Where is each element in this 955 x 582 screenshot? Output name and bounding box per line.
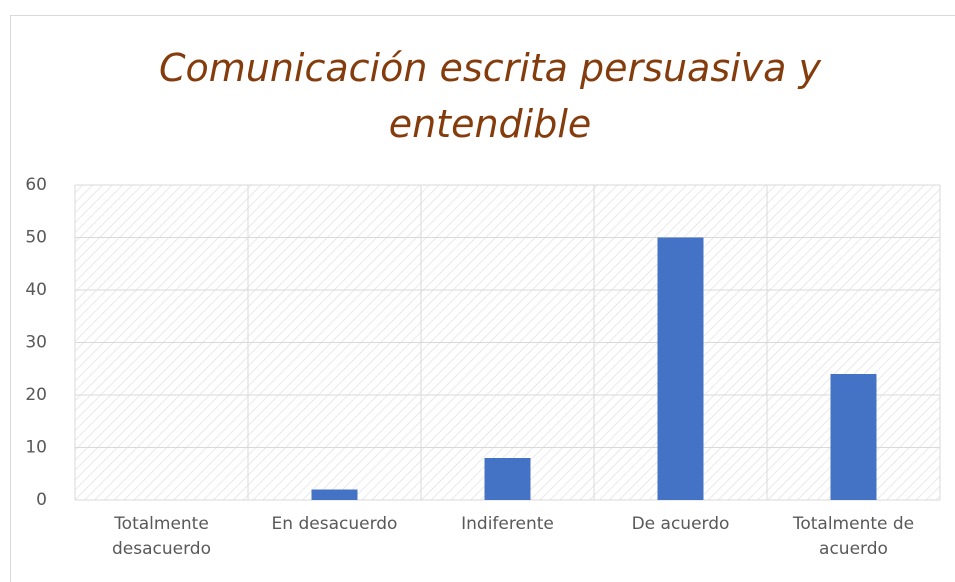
y-tick-label: 20 (25, 385, 47, 405)
y-tick-label: 0 (36, 490, 47, 510)
y-tick-label: 60 (25, 175, 47, 195)
x-tick-label: Totalmente de acuerdo (792, 514, 915, 559)
bar (830, 374, 877, 500)
x-tick-label: Indiferente (461, 514, 554, 534)
y-tick-label: 10 (25, 438, 47, 458)
x-tick-label: De acuerdo (631, 514, 730, 534)
bar (657, 237, 704, 500)
y-tick-label: 50 (25, 228, 47, 248)
y-tick-label: 30 (25, 333, 47, 353)
bar (311, 489, 358, 500)
chart-title: Comunicación escrita persuasiva y entend… (158, 46, 822, 146)
x-tick-label: En desacuerdo (271, 514, 398, 534)
x-tick-label: Totalmente desacuerdo (112, 514, 211, 559)
chart-border (10, 15, 955, 582)
bar (484, 458, 531, 500)
y-tick-label: 40 (25, 280, 47, 300)
